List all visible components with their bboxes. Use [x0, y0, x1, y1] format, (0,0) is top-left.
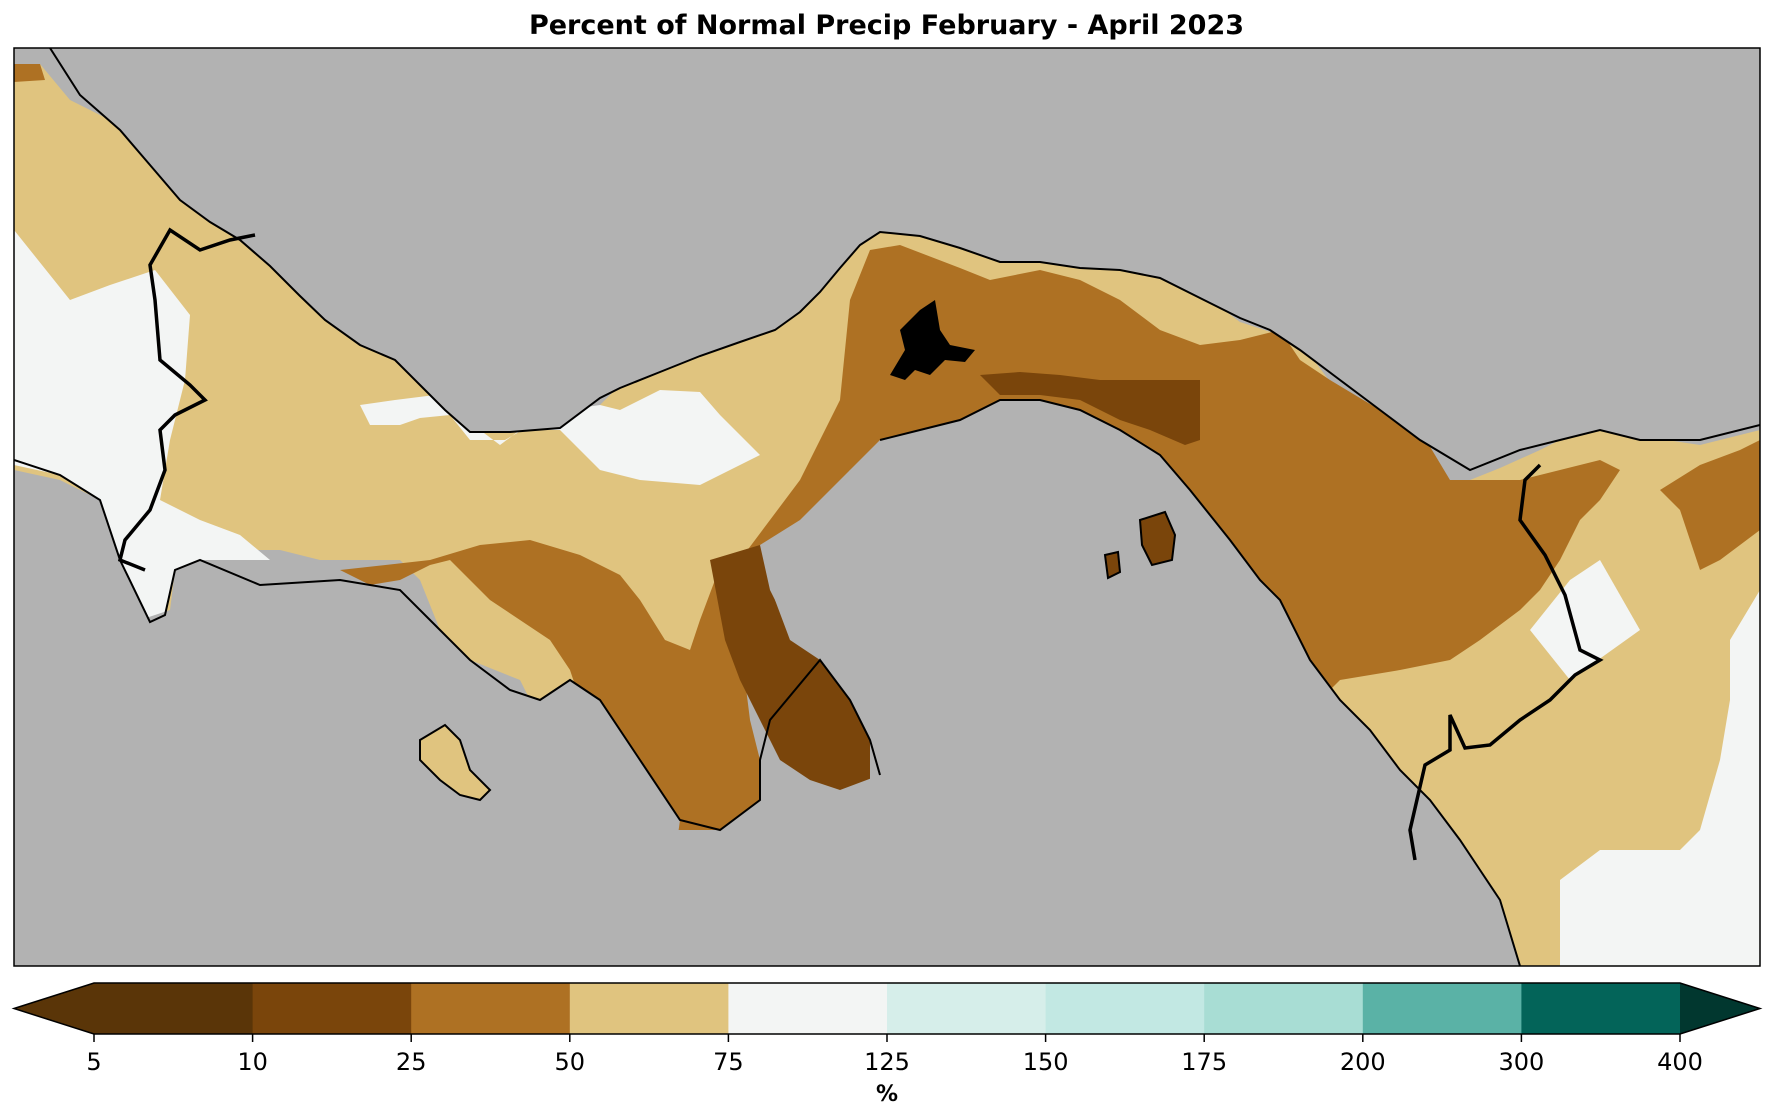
colorbar-segment [252, 983, 412, 1034]
caribbean-coastline [49, 48, 1760, 472]
colorbar-tick-label: 300 [1498, 1048, 1544, 1076]
map-title: Percent of Normal Precip February - Apri… [528, 10, 1245, 41]
colorbar-label: % [876, 1082, 898, 1107]
colorbar-extend-high [1680, 983, 1760, 1034]
colorbar-segment [1204, 983, 1364, 1034]
colorbar-segment [569, 983, 729, 1034]
colorbar-tick-label: 75 [713, 1048, 744, 1076]
small-island [1105, 552, 1120, 578]
colombia-border [1408, 463, 1604, 861]
colorbar-tick-label: 10 [237, 1048, 268, 1076]
gulf-of-chiriqui [14, 580, 680, 966]
colorbar-tick-label: 200 [1340, 1048, 1386, 1076]
caribbean-sea [50, 48, 1760, 470]
land-zone-25-50-east-patch [1660, 440, 1760, 570]
pearl-islands [1140, 512, 1175, 565]
colorbar-segment [1045, 983, 1205, 1034]
colorbar-tick-label: 175 [1181, 1048, 1227, 1076]
land-zone-75-125-east [1530, 560, 1640, 680]
colorbar-segment [1521, 983, 1681, 1034]
pacific-coastline [14, 399, 1521, 966]
colorbar-segment [411, 983, 571, 1034]
land-zone-10-25-azuero [710, 545, 880, 790]
colorbar-segments [11, 982, 1763, 1035]
colorbar-tick-label: 5 [86, 1048, 101, 1076]
colorbar-segment [887, 983, 1047, 1034]
colorbar-segment [728, 983, 888, 1034]
land-zone-75-125-southeast [1560, 590, 1760, 966]
colorbar-extend-low [14, 983, 94, 1034]
colorbar-segment [94, 983, 254, 1034]
colorbar-tick-label: 400 [1657, 1048, 1703, 1076]
colorbar-tick-label: 25 [396, 1048, 427, 1076]
coiba-island [420, 725, 490, 800]
map-frame [13, 47, 1761, 967]
colorbar-segment [1362, 983, 1522, 1034]
pearl-islands-outline [1103, 510, 1177, 580]
colorbar-tick-label: 125 [864, 1048, 910, 1076]
gulf-of-panama [760, 400, 1520, 966]
land-zone-10-25-gulf [980, 372, 1200, 445]
colorbar-tick-label: 150 [1023, 1048, 1069, 1076]
colorbar-ticks: 5 10 25 50 75 125 150 175 200 300 400 [86, 1034, 1703, 1076]
land-zone-25-50-north [14, 64, 45, 82]
lake-gatun [890, 300, 975, 380]
coiba-outline [419, 723, 492, 802]
costa-rica-border [117, 227, 256, 572]
colorbar-tick-label: 50 [555, 1048, 586, 1076]
land-zone-75-125-west [14, 230, 270, 622]
